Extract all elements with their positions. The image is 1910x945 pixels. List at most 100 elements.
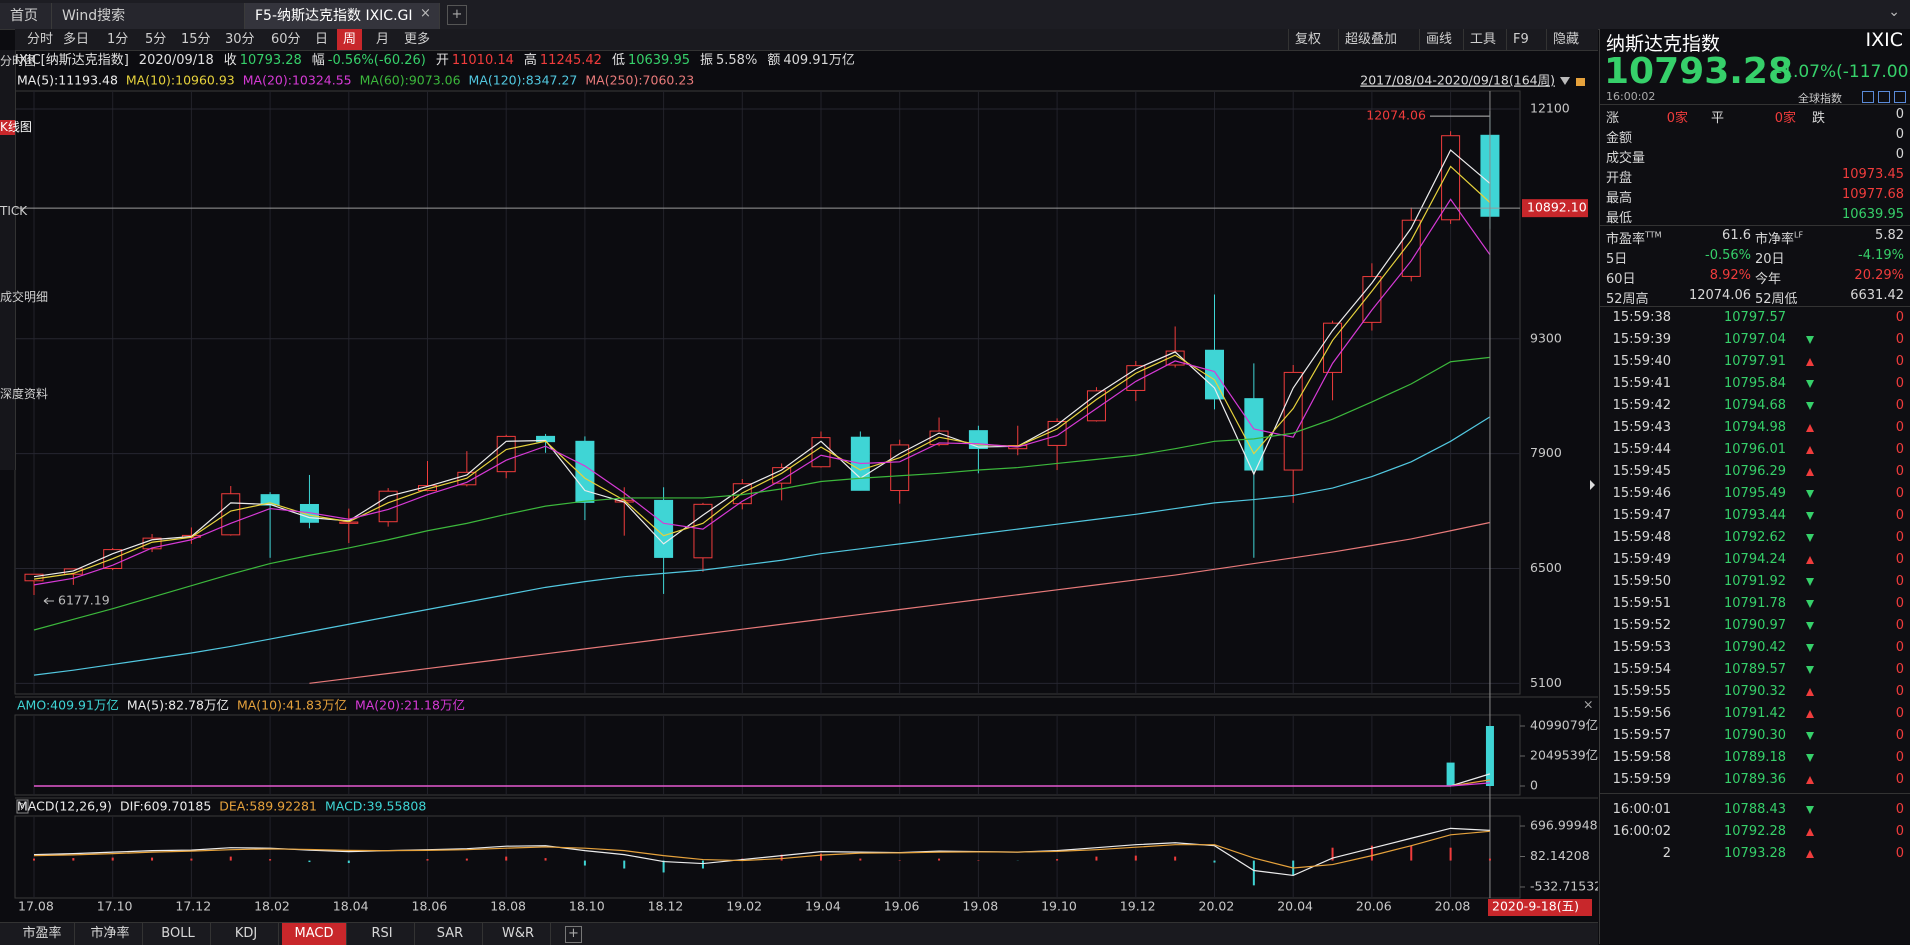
stat-value: 0 <box>1895 127 1904 142</box>
indicator-tab[interactable]: KDJ <box>214 923 279 945</box>
ratio-label-text: 20日 <box>1755 252 1785 267</box>
x-tick-label: 19.12 <box>1120 899 1156 914</box>
tab[interactable]: Wind搜索 <box>52 3 245 29</box>
tick-time: 15:59:53 <box>1612 640 1671 655</box>
close-icon[interactable]: × <box>1583 697 1593 712</box>
tick-volume: 0 <box>1895 398 1904 413</box>
divider <box>1600 225 1910 226</box>
stat-label: 最高 <box>1606 191 1633 206</box>
indicator-tab[interactable]: MACD <box>282 923 347 945</box>
tick-time: 15:59:44 <box>1612 442 1671 457</box>
period-button[interactable]: 1分 <box>107 32 129 47</box>
tool-button[interactable]: 超级叠加 <box>1338 29 1403 50</box>
tick-arrow <box>1806 806 1814 814</box>
dropdown-icon <box>1560 77 1570 85</box>
menu-chevron[interactable]: ⌄ <box>1888 4 1900 20</box>
tick-arrow <box>1806 468 1814 476</box>
period-button[interactable]: 日 <box>315 32 329 47</box>
x-tick-label: 20.04 <box>1277 899 1313 914</box>
tick-arrow <box>1806 644 1814 652</box>
crosshair-label: 10892.10 <box>1527 200 1587 215</box>
icon[interactable] <box>1894 91 1906 103</box>
tick-arrow <box>1806 424 1814 432</box>
side-tab[interactable]: TICK <box>0 204 28 218</box>
indicator-tab[interactable]: W&R <box>486 923 551 945</box>
tick-time: 15:59:41 <box>1612 376 1671 391</box>
period-button[interactable]: 周 <box>337 29 363 50</box>
tick-arrow <box>1806 534 1814 542</box>
tick-volume: 0 <box>1895 530 1904 545</box>
new-tab[interactable]: + <box>447 5 467 25</box>
period-button[interactable]: 60分 <box>271 32 301 47</box>
period-button[interactable]: 更多 <box>404 32 431 47</box>
indicator-tab[interactable]: RSI <box>350 923 415 945</box>
ratio-value: -0.56% <box>1705 248 1751 263</box>
info-item: 开 11010.14 <box>436 50 514 71</box>
stat-label: 开盘 <box>1606 171 1633 186</box>
candle-body <box>968 430 988 449</box>
line <box>33 356 1491 631</box>
tick-volume: 0 <box>1895 486 1904 501</box>
expand-arrow[interactable] <box>1590 480 1595 490</box>
x-tick-label: 17.08 <box>18 899 54 914</box>
tool-button[interactable]: 隐藏 <box>1546 29 1585 50</box>
indicator-tab[interactable]: SAR <box>418 923 483 945</box>
tick-price: 10789.36 <box>1724 772 1787 787</box>
help-icon[interactable] <box>16 799 29 814</box>
tool-button[interactable]: 工具 <box>1463 29 1502 50</box>
candle-body <box>63 568 83 575</box>
indicator-tab[interactable]: 市净率 <box>78 923 143 945</box>
y-tick-label: 4099079亿 <box>1530 718 1598 733</box>
x-tick-label: 19.04 <box>805 899 841 914</box>
period-button[interactable]: 多日 <box>63 32 90 47</box>
period-button[interactable]: 15分 <box>181 32 211 47</box>
side-tab[interactable]: 分时图 <box>0 54 37 68</box>
period-button[interactable]: 30分 <box>225 32 255 47</box>
tab[interactable]: 首页 <box>0 3 52 29</box>
ratio-label: 52周低 <box>1755 288 1798 307</box>
tick-price: 10794.98 <box>1724 420 1787 435</box>
indicator-tab[interactable]: 市盈率 <box>10 923 75 945</box>
tab[interactable]: F5-纳斯达克指数 IXIC.GI <box>245 3 440 29</box>
period-button[interactable]: 分时 <box>27 32 54 47</box>
tool-button[interactable]: F9 <box>1506 29 1535 50</box>
line <box>309 521 1491 684</box>
tick-volume: 0 <box>1895 772 1904 787</box>
info-item: 额 409.91万亿 <box>767 50 855 71</box>
tick-price: 10797.04 <box>1724 332 1787 347</box>
legend-label: DEA:589.92281 <box>219 799 317 814</box>
period-button[interactable]: 5分 <box>145 32 167 47</box>
add-indicator[interactable]: + <box>565 926 582 943</box>
high-label: 12074.06 <box>1366 108 1426 123</box>
legend-label: MA(5):82.78万亿 <box>127 698 229 713</box>
icon[interactable] <box>1862 91 1874 103</box>
side-tab[interactable]: 成交明细 <box>0 290 48 305</box>
side-tab[interactable]: 深度资料 <box>0 387 48 402</box>
stat-value: 10977.68 <box>1841 187 1904 202</box>
ratio-label-text: 5日 <box>1606 252 1628 267</box>
tool-button[interactable]: 画线 <box>1419 29 1458 50</box>
tick-volume: 0 <box>1895 574 1904 589</box>
stat-value: 0 <box>1895 147 1904 162</box>
divider <box>1600 793 1910 794</box>
tool-button[interactable]: 复权 <box>1288 29 1327 50</box>
chart-area: × ? 5100 6500 7900 9300 12100 MA(5):11193.48 M… <box>14 72 1598 916</box>
tick-price: 10789.57 <box>1724 662 1787 677</box>
tick-volume: 0 <box>1895 464 1904 479</box>
line <box>33 165 1491 580</box>
tick-price: 10794.24 <box>1724 552 1787 567</box>
period-button[interactable]: 月 <box>376 32 390 47</box>
icon[interactable] <box>1878 91 1890 103</box>
line <box>33 198 1491 586</box>
side-tab[interactable]: K线图 <box>0 120 32 135</box>
ratio-label: 市净率LF <box>1755 228 1803 247</box>
ratio-label: 5日 <box>1606 248 1627 267</box>
indicator-tab[interactable]: BOLL <box>146 923 211 945</box>
info-text: IXIC[纳斯达克指数] <box>15 53 129 68</box>
tick-arrow <box>1806 710 1814 718</box>
x-tick-label: 19.10 <box>1041 899 1077 914</box>
tab-close[interactable]: × <box>420 6 431 21</box>
ratio-label: 60日 <box>1606 268 1636 287</box>
tick-price: 10793.28 <box>1724 846 1787 861</box>
